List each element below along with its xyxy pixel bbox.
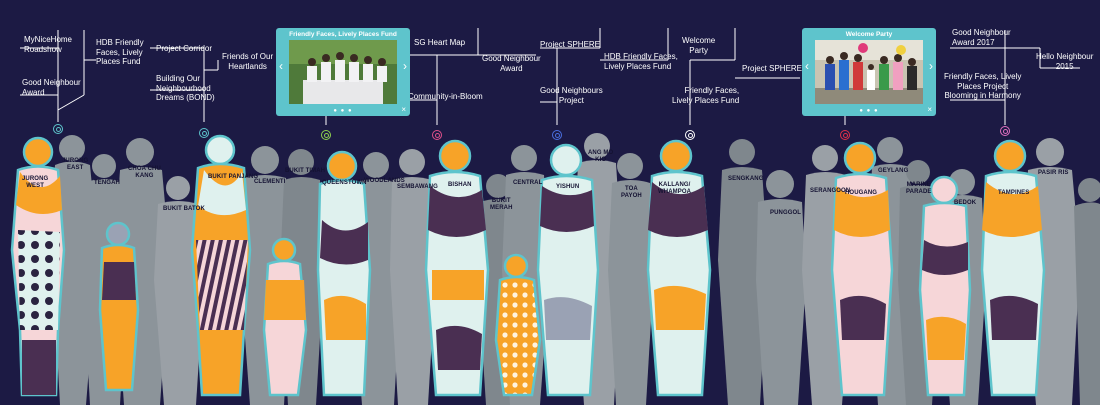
label-mynicehome-roadshow[interactable]: MyNiceHome Roadshow [24, 35, 73, 54]
town-label-bukit-batok[interactable]: BUKIT BATOK [163, 206, 205, 212]
town-label-toa-payoh[interactable]: TOA PAYOH [621, 186, 642, 199]
town-label-punggol[interactable]: PUNGGOL [770, 210, 802, 216]
card-title: Welcome Party [845, 31, 893, 38]
silhouette-sembawang [390, 149, 436, 405]
figure-yishun [536, 143, 600, 397]
figure-queenstown [316, 150, 372, 397]
figure-kallang-whampoa [646, 139, 712, 397]
figure-child-jurong [98, 221, 140, 392]
card-photo [289, 40, 397, 104]
label-bond[interactable]: Building Our Neighbourhood Dreams (BOND) [156, 74, 215, 102]
silhouette-sengkang [718, 139, 768, 405]
label-friends-of-heartlands[interactable]: Friends of Our Heartlands [222, 52, 274, 71]
card-title: Friendly Faces, Lively Places Fund [289, 31, 397, 38]
pin-icon-yishun[interactable] [552, 130, 562, 140]
label-good-neighbour-award-2017[interactable]: Good Neighbour Award 2017 [952, 28, 1011, 47]
town-label-yishun[interactable]: YISHUN [556, 184, 580, 190]
figure-child-dots [494, 253, 542, 397]
town-label-tengah[interactable]: TENGAH [94, 180, 120, 186]
card-prev-arrow[interactable]: ‹ [279, 59, 283, 73]
label-project-sphere-2[interactable]: Project SPHERE [742, 64, 803, 73]
highlight-figures [10, 134, 1046, 397]
card-pagination-dots[interactable]: ● ● ● [333, 108, 353, 114]
town-label-clementi[interactable]: CLEMENTI [254, 179, 286, 185]
figure-jurong-west [10, 136, 66, 397]
town-label-kallang-whampoa[interactable]: KALLANG/ WHAMPOA [658, 182, 692, 195]
town-label-bishan[interactable]: BISHAN [448, 182, 472, 188]
town-label-central[interactable]: CENTRAL [513, 180, 543, 186]
town-label-queenstown[interactable]: QUEENSTOWN [322, 180, 367, 186]
pin-icon-jurong-west[interactable] [53, 124, 63, 134]
label-sg-heart-map[interactable]: SG Heart Map [414, 38, 466, 47]
town-label-woodlands[interactable]: WOODLANDS [364, 178, 405, 184]
pin-icon-bukit-panjang[interactable] [199, 128, 209, 138]
town-label-tampines[interactable]: TAMPINES [998, 190, 1030, 196]
label-community-in-bloom[interactable]: Community-in-Bloom [408, 92, 483, 101]
pin-icon-kallang[interactable] [685, 130, 695, 140]
pin-icon-hougang[interactable] [840, 130, 850, 140]
town-label-sembawang[interactable]: SEMBAWANG [397, 184, 438, 190]
label-welcome-party[interactable]: Welcome Party [682, 36, 716, 55]
town-label-jurong-west[interactable]: JURONG WEST [22, 176, 49, 189]
figure-child-girl [262, 237, 308, 397]
town-label-sengkang[interactable]: SENGKANG [728, 176, 764, 182]
photo-card-friendly-faces[interactable]: Friendly Faces, Lively Places Fund ‹ › ●… [276, 28, 410, 116]
town-label-bukit-timah[interactable]: BUKIT TIMAH [285, 168, 326, 174]
party-photo-image [815, 40, 923, 104]
pin-icon-bishan[interactable] [432, 130, 442, 140]
label-hdb-friendly-faces-2[interactable]: HDB Friendly Faces, Lively Places Fund [604, 52, 678, 71]
card-pagination-dots[interactable]: ● ● ● [859, 108, 879, 114]
town-label-marine-parade[interactable]: MARINE PARADE [906, 182, 932, 195]
town-label-ang-mo-kio[interactable]: ANG MO KIO [588, 150, 614, 163]
card-next-arrow[interactable]: › [403, 59, 407, 73]
label-good-neighbour-award-1[interactable]: Good Neighbour Award [22, 78, 81, 97]
town-label-hougang[interactable]: HOUGANG [845, 190, 878, 196]
town-label-bedok[interactable]: BEDOK [954, 200, 977, 206]
label-good-neighbours-project[interactable]: Good Neighbours Project [540, 86, 603, 105]
close-icon[interactable]: × [927, 105, 932, 114]
label-project-sphere-1[interactable]: Project SPHERE [540, 40, 601, 49]
figure-hougang [830, 141, 894, 397]
figure-bishan [424, 139, 490, 397]
figure-bedok [918, 175, 972, 397]
card-next-arrow[interactable]: › [929, 59, 933, 73]
town-label-jurong-east[interactable]: JURONG EAST [62, 158, 89, 171]
label-hdb-friendly-faces-1[interactable]: HDB Friendly Faces, Lively Places Fund [96, 38, 144, 66]
town-label-bukit-merah[interactable]: BUKIT MERAH [490, 198, 513, 211]
close-icon[interactable]: × [401, 105, 406, 114]
silhouette-punggol [756, 170, 806, 405]
photo-card-welcome-party[interactable]: Welcome Party ‹ › ● ● ● × [802, 28, 936, 116]
label-blooming-in-harmony[interactable]: Friendly Faces, Lively Places Project Bl… [944, 72, 1022, 100]
pin-icon-queenstown[interactable] [321, 130, 331, 140]
card-prev-arrow[interactable]: ‹ [805, 59, 809, 73]
label-project-corridor[interactable]: Project Corridor [156, 44, 213, 53]
figure-tampines [980, 139, 1046, 397]
silhouette-toa-payoh [608, 153, 654, 405]
town-label-pasir-ris[interactable]: PASIR RIS [1038, 170, 1069, 176]
figure-bukit-panjang [190, 134, 252, 397]
pin-icon-tampines[interactable] [1000, 126, 1010, 136]
label-hello-neighbour-2015[interactable]: Hello Neighbour 2015 [1036, 52, 1094, 71]
silhouette-edge-right [1074, 178, 1100, 405]
label-friendly-faces-fund[interactable]: Friendly Faces, Lively Places Fund [672, 86, 740, 105]
town-label-serangoon[interactable]: SERANGOON [810, 188, 851, 194]
town-label-bukit-panjang[interactable]: BUKIT PANJANG [208, 174, 259, 180]
town-label-geylang[interactable]: GEYLANG [878, 168, 909, 174]
card-photo [815, 40, 923, 104]
group-photo-image [289, 40, 397, 104]
timeline-lines [20, 28, 1080, 125]
town-label-choa-chu-kang[interactable]: CHOA CHU KANG [128, 166, 161, 179]
label-good-neighbour-award-2[interactable]: Good Neighbour Award [482, 54, 541, 73]
